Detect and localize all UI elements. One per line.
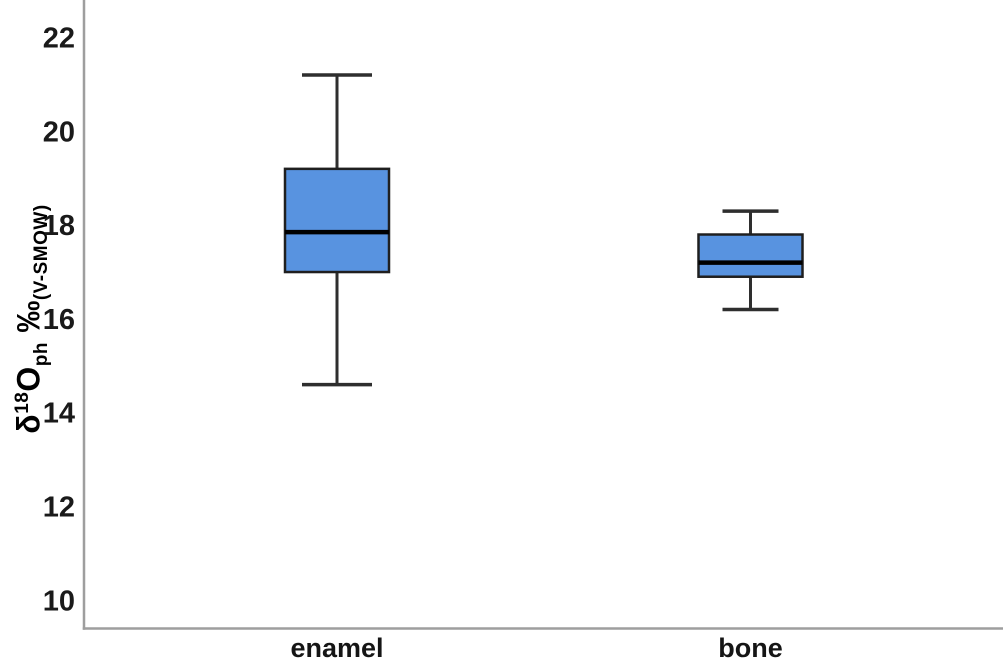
box-enamel [283, 167, 391, 274]
y-tick-label-20: 20 [43, 116, 75, 148]
y-tick-label-18: 18 [43, 210, 75, 242]
x-category-label-bone: bone [718, 633, 783, 663]
box-bone [697, 233, 804, 278]
x-category-label-enamel: enamel [290, 633, 383, 663]
y-tick-label-16: 16 [43, 304, 75, 336]
y-tick-label-10: 10 [43, 585, 75, 617]
y-tick-label-14: 14 [43, 398, 75, 430]
y-tick-label-22: 22 [43, 23, 75, 55]
y-tick-label-12: 12 [43, 492, 75, 524]
